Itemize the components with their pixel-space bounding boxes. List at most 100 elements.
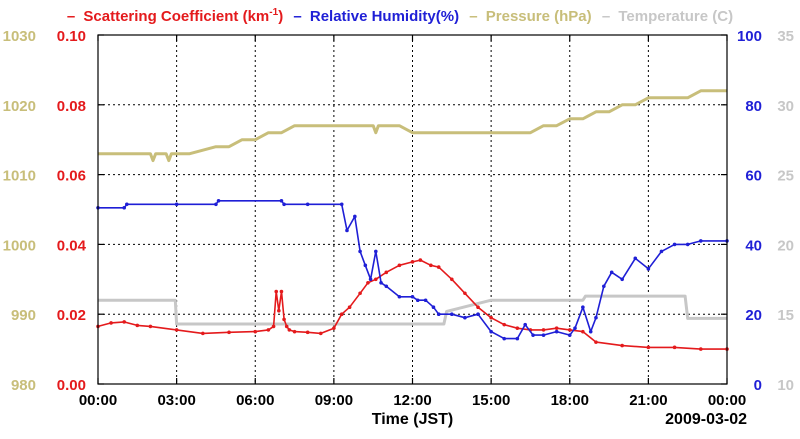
y-tick-label-temperature: 10 — [777, 377, 794, 394]
point-relative-humidity — [672, 242, 677, 247]
point-scattering-coefficient — [339, 312, 344, 317]
legend: – Scattering Coefficient (km-1) – Relati… — [67, 7, 733, 25]
point-scattering-coefficient — [266, 328, 271, 332]
legend-scattering: – Scattering Coefficient (km-1) — [67, 7, 287, 25]
point-scattering-coefficient — [274, 289, 279, 294]
point-scattering-coefficient — [418, 258, 423, 262]
y-tick-label-pressure: 980 — [11, 377, 36, 394]
date-label: 2009-03-02 — [665, 411, 747, 428]
point-relative-humidity — [379, 280, 383, 285]
point-relative-humidity — [502, 336, 507, 341]
point-scattering-coefficient — [358, 291, 362, 296]
point-scattering-coefficient — [148, 324, 153, 329]
point-scattering-coefficient — [397, 263, 402, 268]
point-relative-humidity — [588, 329, 593, 334]
point-relative-humidity — [415, 298, 420, 303]
x-tick-label: 03:00 — [157, 392, 195, 409]
point-scattering-coefficient — [489, 315, 493, 320]
point-scattering-coefficient — [318, 331, 323, 336]
point-scattering-coefficient — [581, 329, 585, 334]
point-relative-humidity — [698, 239, 703, 243]
legend-humidity: – Relative Humidity(%) — [293, 8, 463, 25]
y-tick-label-pressure: 1000 — [3, 237, 36, 254]
point-scattering-coefficient — [122, 320, 127, 324]
y-tick-label-temperature: 15 — [777, 307, 794, 324]
point-relative-humidity — [450, 312, 454, 317]
point-relative-humidity — [345, 228, 349, 233]
y-tick-label-humidity: 20 — [745, 307, 762, 324]
point-scattering-coefficient — [672, 345, 677, 350]
point-relative-humidity — [463, 315, 467, 320]
point-scattering-coefficient — [384, 270, 389, 275]
point-relative-humidity — [531, 333, 535, 337]
x-tick-label: 21:00 — [629, 392, 667, 409]
point-relative-humidity — [358, 249, 362, 254]
point-relative-humidity — [633, 256, 638, 261]
point-scattering-coefficient — [410, 260, 415, 264]
point-scattering-coefficient — [515, 326, 520, 330]
point-scattering-coefficient — [541, 328, 546, 332]
x-tick-label: 09:00 — [315, 392, 353, 409]
point-relative-humidity — [602, 284, 606, 289]
point-scattering-coefficient — [450, 277, 454, 282]
point-scattering-coefficient — [253, 329, 258, 334]
y-tick-label-scattering: 0.08 — [57, 98, 86, 115]
point-relative-humidity — [554, 329, 559, 334]
y-tick-label-scattering: 0.06 — [57, 168, 86, 185]
y-tick-label-humidity: 40 — [745, 237, 762, 254]
point-relative-humidity — [410, 294, 415, 299]
point-relative-humidity — [122, 205, 127, 210]
point-scattering-coefficient — [201, 331, 205, 336]
point-relative-humidity — [363, 263, 368, 268]
point-relative-humidity — [567, 333, 572, 337]
point-relative-humidity — [174, 202, 179, 207]
point-scattering-coefficient — [271, 324, 276, 329]
point-relative-humidity — [659, 249, 664, 254]
point-scattering-coefficient — [292, 329, 297, 334]
y-tick-label-temperature: 25 — [777, 168, 794, 185]
point-scattering-coefficient — [227, 330, 231, 335]
point-scattering-coefficient — [332, 326, 336, 330]
point-relative-humidity — [609, 270, 614, 275]
point-relative-humidity — [515, 336, 520, 341]
point-relative-humidity — [573, 326, 577, 330]
legend-pressure: – Pressure (hPa) — [469, 8, 596, 25]
y-tick-label-pressure: 1030 — [3, 28, 36, 45]
y-tick-label-scattering: 0.04 — [57, 237, 87, 254]
series-layer — [96, 89, 729, 351]
point-relative-humidity — [384, 284, 389, 289]
y-tick-label-temperature: 20 — [777, 237, 794, 254]
point-scattering-coefficient — [594, 340, 598, 344]
y-tick-label-scattering: 0.00 — [57, 377, 86, 394]
y-tick-label-scattering: 0.02 — [57, 307, 86, 324]
point-scattering-coefficient — [476, 305, 480, 310]
y-tick-label-humidity: 100 — [737, 28, 762, 45]
point-relative-humidity — [368, 277, 373, 282]
point-relative-humidity — [279, 198, 284, 203]
point-scattering-coefficient — [646, 345, 651, 350]
axes: 00:00 03:00 06:00 09:00 12:00 15:00 18:00 21:00… — [3, 28, 794, 409]
point-relative-humidity — [214, 202, 218, 207]
point-scattering-coefficient — [347, 305, 352, 310]
point-relative-humidity — [397, 294, 402, 299]
point-scattering-coefficient — [305, 330, 310, 335]
point-scattering-coefficient — [567, 328, 572, 332]
point-relative-humidity — [431, 305, 436, 310]
point-scattering-coefficient — [436, 265, 441, 269]
point-scattering-coefficient — [429, 263, 433, 268]
point-relative-humidity — [353, 214, 357, 219]
point-relative-humidity — [581, 305, 585, 310]
point-relative-humidity — [282, 202, 286, 207]
grid — [98, 35, 727, 384]
point-relative-humidity — [423, 298, 428, 303]
x-tick-label: 06:00 — [236, 392, 274, 409]
point-scattering-coefficient — [502, 322, 507, 327]
point-relative-humidity — [476, 312, 480, 317]
point-relative-humidity — [374, 249, 378, 254]
point-relative-humidity — [541, 333, 546, 337]
point-scattering-coefficient — [282, 317, 286, 322]
series-temperature — [98, 294, 727, 326]
point-relative-humidity — [594, 315, 598, 320]
